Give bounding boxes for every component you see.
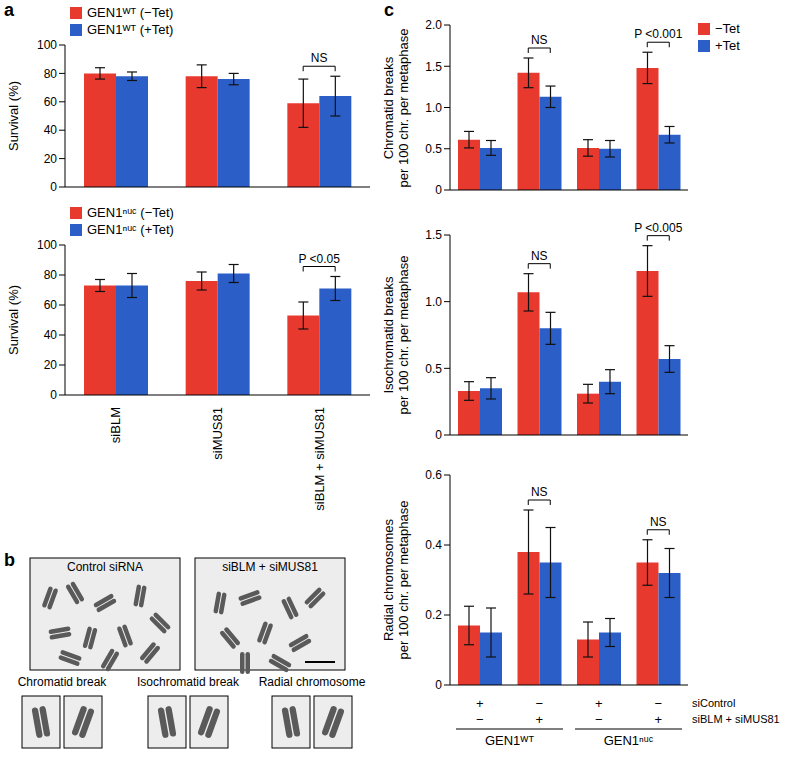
- svg-text:60: 60: [44, 298, 58, 312]
- svg-text:40: 40: [44, 123, 58, 137]
- svg-text:0: 0: [435, 183, 442, 197]
- svg-text:1.5: 1.5: [425, 228, 442, 242]
- svg-text:−: −: [595, 712, 603, 727]
- svg-text:P <0.05: P <0.05: [298, 252, 340, 266]
- svg-text:siBLM: siBLM: [108, 407, 123, 443]
- svg-text:−: −: [654, 696, 662, 711]
- svg-text:siBLM + siMUS81: siBLM + siMUS81: [692, 713, 780, 725]
- html-text:−Tet: −Tet: [715, 21, 740, 36]
- svg-text:P <0.005: P <0.005: [634, 221, 682, 235]
- svg-text:siBLM + siMUS81: siBLM + siMUS81: [222, 560, 318, 574]
- html-text:Chromatid breaks: Chromatid breaks: [381, 56, 396, 159]
- svg-text:0.5: 0.5: [425, 362, 442, 376]
- svg-text:NS: NS: [650, 515, 667, 529]
- svg-text:−: −: [476, 712, 484, 727]
- svg-text:0: 0: [50, 180, 57, 194]
- svg-text:20: 20: [44, 358, 58, 372]
- html-text:GEN1ⁿᵘᶜ (+Tet): GEN1ⁿᵘᶜ (+Tet): [87, 222, 174, 237]
- svg-text:NS: NS: [531, 33, 548, 47]
- html-text:Isochromatid breaks: Isochromatid breaks: [381, 276, 396, 394]
- svg-text:100: 100: [37, 238, 57, 252]
- svg-text:80: 80: [44, 268, 58, 282]
- svg-text:+: +: [535, 712, 543, 727]
- svg-text:NS: NS: [531, 485, 548, 499]
- svg-text:100: 100: [37, 38, 57, 52]
- html-text:Radial chromosomes: Radial chromosomes: [381, 519, 396, 642]
- svg-text:40: 40: [44, 328, 58, 342]
- html-text:per 100 chr. per metaphase: per 100 chr. per metaphase: [396, 28, 411, 187]
- svg-text:NS: NS: [531, 249, 548, 263]
- html-text:GEN1ᵂᵀ (+Tet): GEN1ᵂᵀ (+Tet): [87, 22, 174, 37]
- svg-text:siBLM + siMUS81: siBLM + siMUS81: [312, 407, 327, 511]
- svg-text:2.0: 2.0: [425, 18, 442, 32]
- svg-text:GEN1ᵂᵀ: GEN1ᵂᵀ: [485, 733, 534, 748]
- svg-text:80: 80: [44, 67, 58, 81]
- svg-text:Chromatid break: Chromatid break: [18, 675, 108, 689]
- html-text:GEN1ⁿᵘᶜ (−Tet): GEN1ⁿᵘᶜ (−Tet): [87, 205, 174, 220]
- svg-text:Isochromatid break: Isochromatid break: [137, 675, 240, 689]
- svg-text:0: 0: [435, 428, 442, 442]
- svg-text:−: −: [535, 696, 543, 711]
- svg-text:NS: NS: [311, 51, 328, 65]
- svg-text:0: 0: [50, 388, 57, 402]
- svg-text:GEN1ⁿᵘᶜ: GEN1ⁿᵘᶜ: [604, 733, 654, 748]
- svg-text:siMUS81: siMUS81: [210, 407, 225, 460]
- svg-text:1.0: 1.0: [425, 295, 442, 309]
- svg-text:1.5: 1.5: [425, 60, 442, 74]
- svg-text:+: +: [595, 696, 603, 711]
- html-text:per 100 chr. per metaphase: per 100 chr. per metaphase: [396, 255, 411, 415]
- svg-text:Control siRNA: Control siRNA: [67, 560, 143, 574]
- svg-text:0.6: 0.6: [425, 468, 442, 482]
- svg-text:60: 60: [44, 95, 58, 109]
- svg-text:+: +: [476, 696, 484, 711]
- html-text:b: b: [4, 550, 15, 570]
- html-text:GEN1ᵂᵀ (−Tet): GEN1ᵂᵀ (−Tet): [87, 5, 174, 20]
- svg-text:0.4: 0.4: [425, 538, 442, 552]
- svg-text:0.5: 0.5: [425, 142, 442, 156]
- svg-text:P <0.001: P <0.001: [634, 27, 682, 41]
- svg-text:0: 0: [435, 678, 442, 692]
- svg-text:0.2: 0.2: [425, 608, 442, 622]
- html-text:a: a: [4, 0, 14, 20]
- html-text:+Tet: +Tet: [715, 38, 740, 53]
- svg-text:siControl: siControl: [692, 697, 735, 709]
- html-text:Survival (%): Survival (%): [5, 285, 20, 355]
- html-text:c: c: [384, 0, 394, 20]
- svg-text:20: 20: [44, 152, 58, 166]
- html-text:per 100 chr. per metaphase: per 100 chr. per metaphase: [396, 500, 411, 660]
- svg-text:Radial chromosome: Radial chromosome: [259, 675, 366, 689]
- svg-text:1.0: 1.0: [425, 101, 442, 115]
- svg-text:+: +: [654, 712, 662, 727]
- html-text:Survival (%): Survival (%): [5, 81, 20, 151]
